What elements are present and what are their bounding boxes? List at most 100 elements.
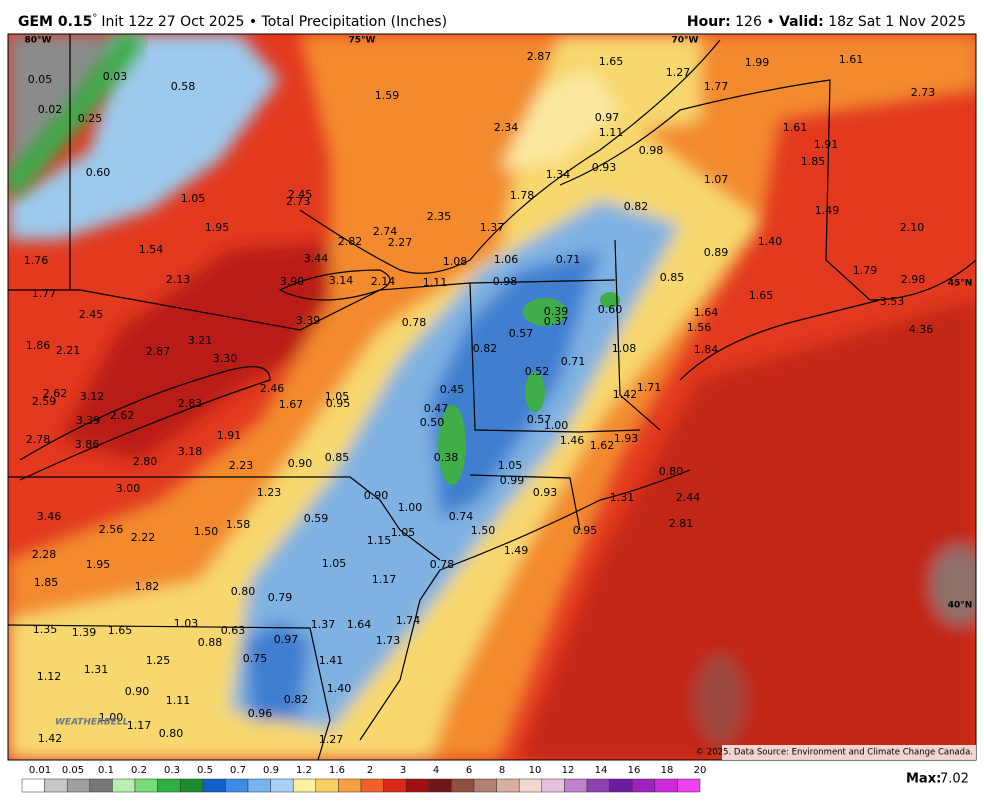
max-label: Max: [906, 772, 941, 787]
precip-label: 0.88 [198, 636, 223, 649]
precip-label: 1.37 [480, 221, 505, 234]
colorbar-tick-label: 0.01 [29, 765, 51, 776]
precip-label: 1.58 [226, 518, 251, 531]
precip-label: 0.98 [639, 144, 664, 157]
separator: • [766, 14, 774, 30]
precip-label: 2.22 [131, 531, 156, 544]
precip-label: 0.95 [326, 397, 351, 410]
colorbar-swatch [134, 778, 158, 793]
precip-label: 2.45 [288, 188, 313, 201]
precip-label: 1.07 [704, 173, 729, 186]
precip-label: 2.13 [166, 273, 191, 286]
precip-label: 3.39 [76, 414, 101, 427]
precip-label: 0.96 [248, 707, 273, 720]
precip-label: 1.05 [498, 459, 523, 472]
model: GEM 0.15 [18, 14, 92, 30]
precip-label: 2.83 [178, 397, 203, 410]
precip-label: 1.84 [694, 343, 719, 356]
colorbar-swatch [292, 778, 317, 793]
precip-label: 0.95 [573, 524, 598, 537]
precip-label: 0.57 [527, 413, 552, 426]
colorbar-swatch [473, 778, 497, 793]
degree: ° [92, 13, 97, 24]
colorbar-tick-label: 0.9 [263, 765, 279, 776]
title: Init 12z 27 Oct 2025 • Total Precipitati… [101, 14, 447, 30]
precip-label: 2.10 [900, 221, 925, 234]
colorbar-tick-label: 1.6 [329, 765, 345, 776]
precip-label: 1.76 [24, 254, 49, 267]
header-right: Hour: 126 • Valid: 18z Sat 1 Nov 2025 [687, 14, 966, 30]
precip-label: 1.67 [279, 398, 304, 411]
precip-label: 3.46 [37, 510, 62, 523]
precip-label: 0.50 [420, 416, 445, 429]
precip-label: 0.98 [493, 275, 518, 288]
precip-label: 1.77 [32, 287, 57, 300]
precip-label: 1.31 [84, 663, 109, 676]
colorbar-tick-label: 18 [661, 765, 674, 776]
precip-label: 0.82 [624, 200, 649, 213]
precip-label: 1.93 [614, 432, 639, 445]
header-left: GEM 0.15° Init 12z 27 Oct 2025 • Total Pr… [18, 13, 447, 30]
precip-label: 2.44 [676, 491, 701, 504]
precip-label: 1.59 [375, 89, 400, 102]
colorbar-swatch [360, 778, 384, 793]
colorbar-swatch [157, 778, 181, 793]
precip-label: 0.75 [243, 652, 268, 665]
colorbar-swatch [564, 778, 588, 793]
precip-label: 0.57 [509, 327, 534, 340]
precip-label: 0.59 [304, 512, 329, 525]
precip-label: 0.38 [434, 451, 459, 464]
valid: 18z Sat 1 Nov 2025 [828, 14, 966, 30]
precip-label: 0.89 [704, 246, 729, 259]
precip-label: 1.05 [322, 557, 347, 570]
copyright-bg [722, 745, 976, 760]
precip-label: 1.40 [327, 682, 352, 695]
precip-label: 1.46 [560, 434, 585, 447]
precip-label: 0.60 [598, 303, 623, 316]
precip-label: 0.82 [284, 693, 309, 706]
precip-label: 1.41 [319, 654, 344, 667]
logo: WEATHERBELL [55, 718, 129, 728]
precip-label: 2.73 [911, 86, 936, 99]
precip-label: 3.44 [304, 252, 329, 265]
graticule-label: 75°W [349, 36, 376, 46]
precip-label: 1.65 [108, 624, 133, 637]
precip-label: 2.81 [669, 517, 694, 530]
colorbar-tick-label: 4 [433, 765, 439, 776]
colorbar-tick-label: 1.2 [296, 765, 312, 776]
precip-label: 1.17 [372, 573, 397, 586]
colorbar-tick-label: 20 [694, 765, 707, 776]
precip-label: 1.08 [612, 342, 637, 355]
precip-label: 1.49 [504, 544, 529, 557]
colorbar-swatch [677, 778, 701, 793]
precip-label: 0.90 [364, 489, 389, 502]
copyright: © 2025. Data Source: Environment and Cli… [696, 748, 973, 758]
precip-label: 0.63 [221, 624, 246, 637]
precip-label: 1.05 [391, 526, 416, 539]
precip-label: 0.85 [660, 271, 685, 284]
precip-label: 1.35 [33, 623, 58, 636]
precip-label: 2.87 [527, 50, 552, 63]
precip-label: 1.74 [396, 614, 421, 627]
colorbar-swatch [631, 778, 656, 793]
colorbar-tick-label: 6 [466, 765, 472, 776]
precip-label: 0.80 [231, 585, 256, 598]
precip-label: 1.00 [99, 711, 124, 724]
precip-label: 2.35 [427, 210, 452, 223]
precip-label: 3.18 [178, 445, 203, 458]
colorbar-swatch [225, 778, 249, 793]
precip-label: 1.95 [205, 221, 230, 234]
precip-label: 4.36 [909, 323, 934, 336]
precip-label: 1.23 [257, 486, 282, 499]
precip-label: 0.90 [125, 685, 150, 698]
precip-label: 1.40 [758, 235, 783, 248]
precip-label: 0.71 [561, 355, 586, 368]
precip-label: 3.90 [280, 275, 305, 288]
precip-label: 1.62 [590, 439, 615, 452]
precip-label: 2.62 [43, 387, 68, 400]
colorbar-tick-label: 3 [400, 765, 406, 776]
precip-label: 1.54 [139, 243, 164, 256]
colorbar: 0.01 0.05 0.1 0.2 0.3 0.5 0.7 0.9 1.2 1.6 2 3 4 6 8 10 1… [21, 765, 707, 793]
colorbar-swatch [270, 778, 294, 793]
